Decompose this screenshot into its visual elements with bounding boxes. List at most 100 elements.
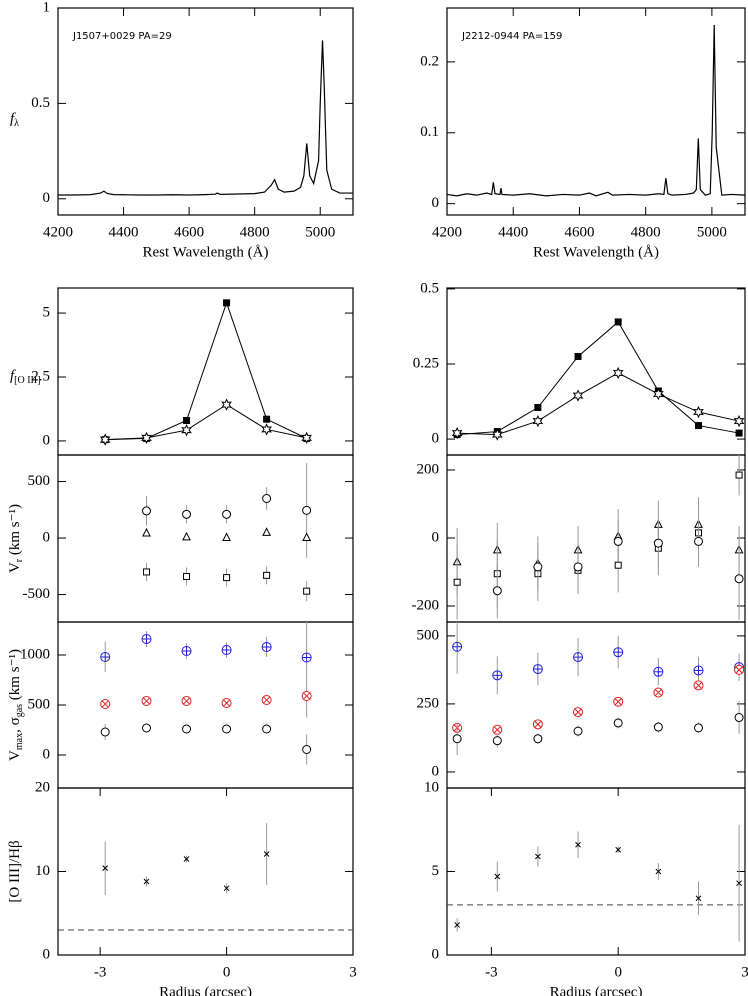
data-point <box>301 431 312 445</box>
data-point <box>693 405 704 419</box>
data-point <box>302 745 312 754</box>
data-point <box>694 723 704 733</box>
y-tick-label: 0 <box>43 432 51 448</box>
y-tick-label: 0 <box>432 529 440 545</box>
data-point <box>533 734 543 744</box>
marker-square <box>574 352 582 360</box>
data-point <box>222 532 231 541</box>
data-point <box>573 726 583 736</box>
marker-stroke <box>182 697 191 705</box>
data-point <box>695 422 703 430</box>
marker-stroke <box>101 700 109 708</box>
data-point <box>736 880 742 887</box>
marker-star <box>532 414 544 428</box>
data-point <box>735 471 743 479</box>
y-tick-label: 500 <box>417 627 440 643</box>
marker-circle <box>533 562 543 572</box>
marker-circle <box>573 562 583 572</box>
data-point <box>303 587 311 595</box>
marker-stroke <box>614 698 622 706</box>
marker-circle <box>100 727 110 737</box>
data-point <box>693 665 704 676</box>
marker-square <box>263 415 271 423</box>
marker-square <box>735 471 743 479</box>
marker-circle <box>734 574 744 584</box>
data-point <box>261 695 272 705</box>
x-tick-label: 4600 <box>564 224 594 240</box>
data-point <box>491 428 503 441</box>
data-point <box>734 574 744 584</box>
marker-circle <box>142 506 151 516</box>
marker-circle <box>492 736 502 746</box>
label-text: (km s⁻¹) <box>7 649 23 704</box>
data-point <box>614 318 622 326</box>
x-tick-label: 3 <box>349 964 357 980</box>
marker-square <box>614 318 622 326</box>
data-point <box>141 634 152 644</box>
marker-stroke <box>535 853 541 860</box>
x-tick-label: 0 <box>223 964 231 980</box>
data-point <box>182 724 192 734</box>
data-point <box>534 404 542 412</box>
data-point <box>302 532 312 541</box>
data-point <box>261 642 272 652</box>
data-point <box>452 734 462 744</box>
marker-circle <box>653 722 663 732</box>
annotation: J1507+0029 PA=29 <box>72 31 172 42</box>
data-point <box>182 531 191 541</box>
label-text: f <box>10 368 16 384</box>
data-point <box>102 865 109 872</box>
data-point <box>575 841 581 848</box>
y-tick-label: 0 <box>432 763 440 779</box>
marker-stroke <box>654 688 662 697</box>
data-point <box>99 433 111 446</box>
data-point <box>615 846 622 853</box>
data-point <box>695 895 702 902</box>
data-point <box>733 414 745 428</box>
profile-line <box>457 321 740 436</box>
marker-square <box>453 578 461 586</box>
marker-stroke <box>183 856 190 862</box>
marker-circle <box>613 536 623 546</box>
y-axis-label: f[O III] <box>10 368 41 386</box>
x-axis-label: Rest Wavelength (Å) <box>143 244 269 260</box>
data-point <box>100 699 111 709</box>
data-point <box>221 398 232 411</box>
data-point <box>221 645 232 655</box>
data-point <box>141 696 152 706</box>
data-point <box>613 647 624 658</box>
data-point <box>535 853 541 860</box>
x-tick-label: -3 <box>485 964 498 980</box>
marker-circle <box>222 724 232 734</box>
marker-star <box>451 426 463 440</box>
data-point <box>572 389 584 402</box>
data-point <box>262 527 272 536</box>
data-point <box>263 851 270 857</box>
x-tick-label: 4200 <box>43 224 73 240</box>
marker-star <box>99 433 111 446</box>
marker-circle <box>182 509 192 519</box>
data-point <box>263 571 271 579</box>
marker-star <box>221 398 232 411</box>
marker-star <box>181 424 192 437</box>
data-point <box>533 562 543 572</box>
data-point <box>141 431 152 445</box>
marker-square <box>695 422 703 430</box>
marker-star <box>141 431 152 445</box>
marker-stroke <box>735 666 743 674</box>
y-axis-label: Vmax, σgas (km s⁻¹) <box>7 649 25 761</box>
marker-triangle <box>222 532 231 541</box>
y-tick-label: 0.25 <box>413 355 439 371</box>
marker-stroke <box>494 873 501 880</box>
data-point <box>183 856 190 862</box>
marker-circle <box>573 726 583 736</box>
data-point <box>183 416 191 424</box>
marker-star <box>653 387 664 401</box>
y-axis-label: [O III]/Hβ <box>7 840 23 902</box>
marker-square <box>143 568 150 576</box>
x-tick-label: 4800 <box>240 224 270 240</box>
x-axis-label: Radius (arcsec) <box>159 984 252 996</box>
data-point <box>492 586 502 596</box>
